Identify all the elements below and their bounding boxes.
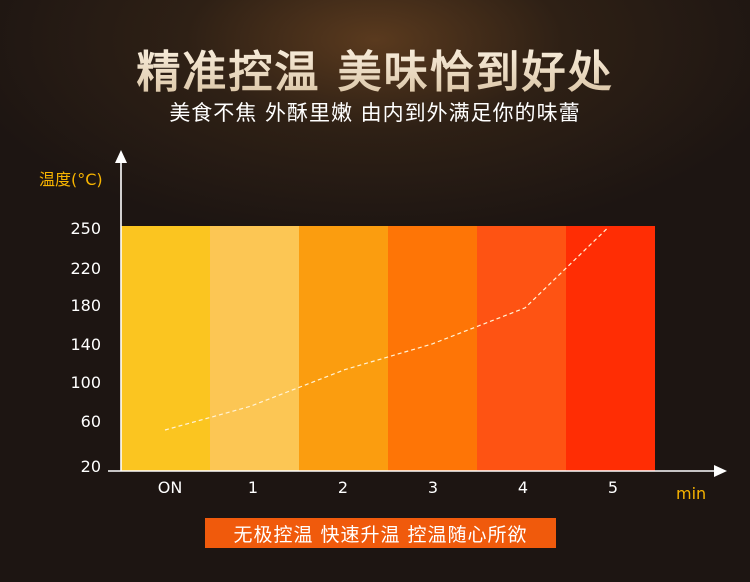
x-axis-label: min [676,484,706,503]
stage-band [299,226,388,471]
stage-band [477,226,566,471]
x-tick-label: 3 [428,478,438,497]
x-tick-label: 4 [518,478,528,497]
y-tick-label: 220 [70,259,101,278]
stage-bands [121,226,655,471]
stage-band [388,226,477,471]
feature-banner: 无极控温 快速升温 控温随心所欲 [205,518,556,548]
x-tick-label: 2 [338,478,348,497]
x-axis-arrow [714,465,727,477]
y-tick-label: 20 [81,457,101,476]
chart-axes [108,150,727,477]
x-tick-label: 5 [608,478,618,497]
page-title: 精准控温 美味恰到好处 [0,36,750,100]
y-tick-label: 180 [70,296,101,315]
y-tick-label: 100 [70,373,101,392]
y-axis-label: 温度(°C) [39,170,103,189]
stage-band [566,226,655,471]
y-tick-label: 60 [81,412,101,431]
page-subtitle: 美食不焦 外酥里嫩 由内到外满足你的味蕾 [169,101,581,125]
temperature-curve [164,227,609,431]
y-tick-label: 140 [70,335,101,354]
x-tick-labels: ON 1 2 3 4 5 [158,478,618,497]
stage-band [210,226,299,471]
y-axis-arrow [115,150,127,163]
x-tick-label: 1 [248,478,258,497]
stage-band [121,226,210,471]
y-tick-labels: 20 60 100 140 180 220 250 [70,219,101,476]
y-tick-label: 250 [70,219,101,238]
x-tick-label: ON [158,478,183,497]
